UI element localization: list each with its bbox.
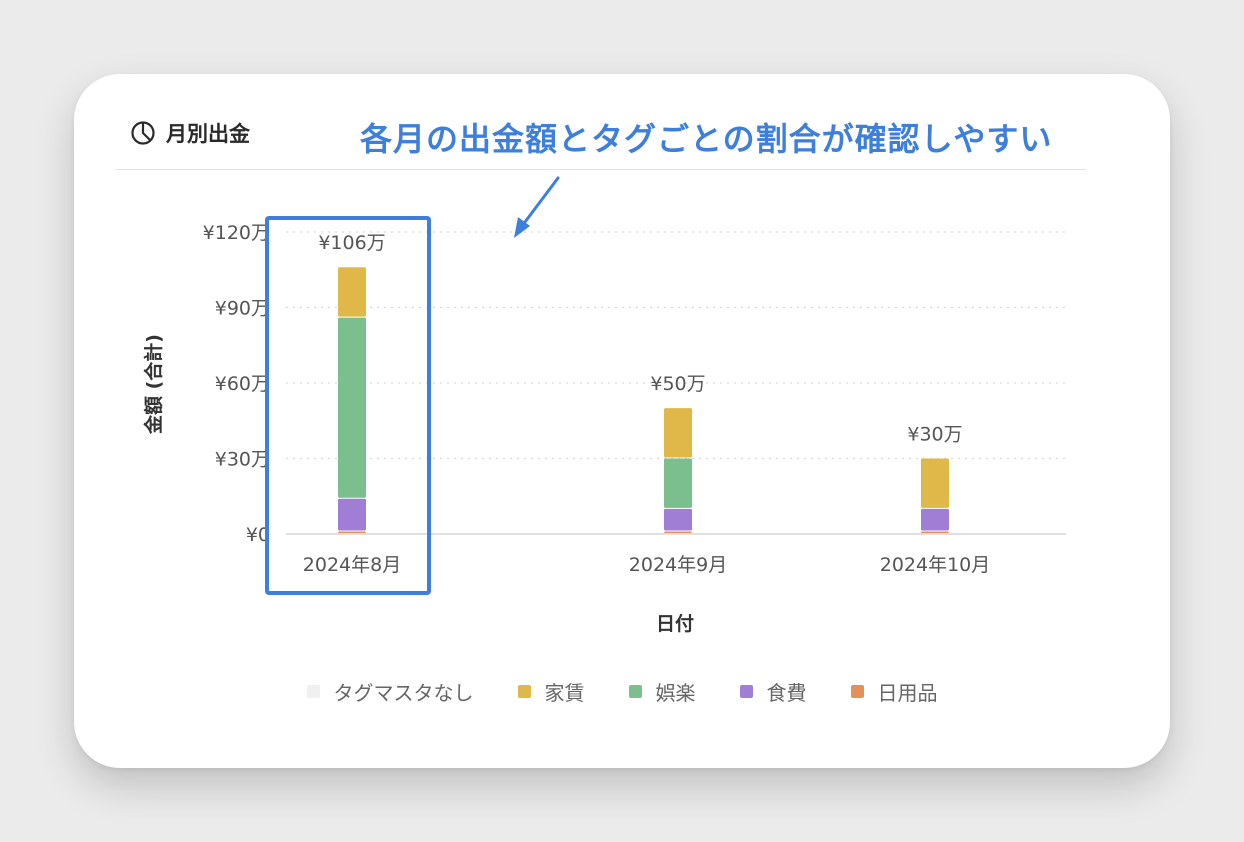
legend-item[interactable]: タグマスタなし (306, 677, 474, 706)
legend-swatch (739, 685, 753, 698)
x-axis-label: 日付 (656, 612, 694, 635)
x-tick-label: 2024年8月 (303, 554, 401, 576)
bar-segment (664, 408, 692, 458)
x-tick-label: 2024年9月 (629, 554, 727, 576)
y-tick-label: ¥90万 (215, 298, 270, 320)
callout-arrow-head (514, 217, 530, 238)
legend-swatch (306, 685, 320, 698)
y-axis-label: 金額 (合計) (142, 334, 165, 435)
bar-total-label: ¥30万 (907, 424, 962, 446)
legend-item[interactable]: 家賃 (517, 677, 585, 706)
bar-segment (664, 531, 692, 533)
card-header: 月別出金 (130, 118, 250, 148)
bar-segment (338, 531, 366, 533)
legend-label: 家賃 (544, 681, 585, 705)
monthly-withdrawal-card: 月別出金 各月の出金額とタグごとの割合が確認しやすい ¥0 ¥30万 ¥60万 ¥90… (74, 74, 1170, 768)
highlight-box (265, 216, 431, 595)
legend-item[interactable]: 食費 (739, 677, 807, 706)
y-tick-label: ¥0 (246, 524, 270, 546)
bar-segment (338, 498, 366, 531)
legend-item[interactable]: 娯楽 (628, 677, 696, 706)
legend-label: 食費 (766, 681, 807, 705)
header-divider (116, 169, 1086, 170)
bar-segment (921, 458, 949, 508)
legend-item[interactable]: 日用品 (850, 677, 938, 706)
legend-label: 日用品 (877, 681, 938, 705)
bar-segment (664, 458, 692, 508)
bar-segment (664, 508, 692, 531)
y-tick-label: ¥30万 (215, 449, 270, 471)
legend-swatch (517, 685, 531, 698)
legend-label: タグマスタなし (333, 681, 474, 705)
legend-label: 娯楽 (655, 681, 696, 705)
chart-legend: タグマスタなし 家賃 娯楽 食費 日用品 (74, 677, 1170, 706)
y-tick-label: ¥60万 (215, 373, 270, 395)
bar-segment (338, 267, 366, 317)
callout-arrow-line (520, 176, 560, 228)
y-tick-label: ¥120万 (203, 222, 270, 244)
bar-total-label: ¥50万 (650, 373, 705, 395)
bar-segment (921, 508, 949, 531)
page-title: 月別出金 (166, 122, 250, 146)
legend-swatch (850, 685, 864, 698)
x-tick-label: 2024年10月 (880, 554, 991, 576)
bar-segment (338, 317, 366, 498)
bar-total-label: ¥106万 (318, 232, 385, 254)
legend-swatch (628, 685, 642, 698)
bar-segment (921, 531, 949, 533)
pie-chart-icon (131, 121, 155, 145)
callout-annotation: 各月の出金額とタグごとの割合が確認しやすい (360, 120, 1053, 158)
